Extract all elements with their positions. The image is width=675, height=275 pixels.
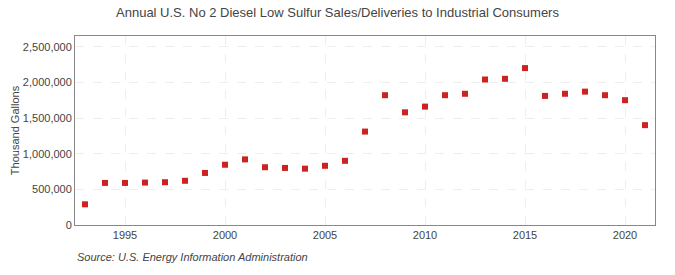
svg-text:Annual U.S. No 2 Diesel Low Su: Annual U.S. No 2 Diesel Low Sulfur Sales… [116, 5, 559, 20]
svg-text:2010: 2010 [413, 229, 437, 241]
svg-text:2,500,000: 2,500,000 [23, 41, 72, 53]
svg-text:2020: 2020 [613, 229, 637, 241]
svg-text:500,000: 500,000 [32, 183, 72, 195]
svg-text:2,000,000: 2,000,000 [23, 76, 72, 88]
svg-text:2000: 2000 [213, 229, 237, 241]
svg-text:2005: 2005 [313, 229, 337, 241]
svg-text:0: 0 [66, 219, 72, 231]
svg-text:Source: U.S. Energy Informatio: Source: U.S. Energy Information Administ… [77, 251, 308, 263]
svg-text:1,000,000: 1,000,000 [23, 148, 72, 160]
svg-text:1995: 1995 [113, 229, 137, 241]
svg-text:1,500,000: 1,500,000 [23, 112, 72, 124]
svg-text:Thousand Gallons: Thousand Gallons [9, 85, 21, 175]
svg-text:2015: 2015 [513, 229, 537, 241]
